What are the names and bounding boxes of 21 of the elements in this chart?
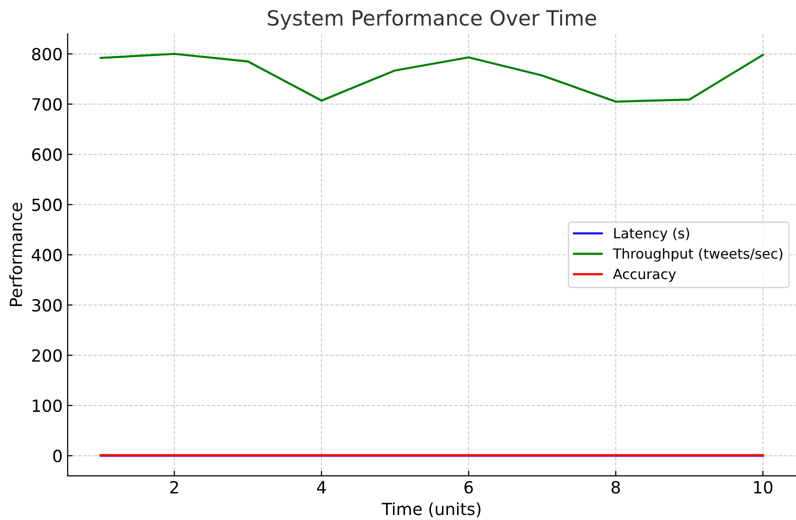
chart-title: System Performance Over Time bbox=[268, 10, 596, 30]
y-tick-label: 700 bbox=[32, 98, 62, 111]
y-tick-label: 200 bbox=[32, 349, 62, 362]
legend-label: Throughput (tweets/sec) bbox=[612, 248, 782, 262]
y-tick-label: 300 bbox=[32, 298, 62, 312]
x-axis-title: Time (units) bbox=[382, 502, 480, 518]
y-tick-label: 600 bbox=[32, 148, 62, 161]
y-tick-label: 500 bbox=[32, 198, 62, 212]
legend-label: Accuracy bbox=[613, 268, 676, 282]
x-tick-label: 2 bbox=[170, 480, 178, 494]
y-tick-label: 0 bbox=[53, 450, 62, 462]
x-tick-label: 4 bbox=[316, 481, 326, 494]
x-tick-label: 10 bbox=[754, 480, 772, 494]
y-tick-label: 100 bbox=[32, 399, 62, 412]
x-tick-label: 6 bbox=[464, 480, 473, 494]
x-tick-label: 8 bbox=[612, 480, 620, 494]
line-series bbox=[100, 52, 764, 103]
legend-label: Latency (s) bbox=[614, 228, 690, 242]
y-tick-label: 400 bbox=[32, 248, 62, 262]
y-axis-title: Performance bbox=[9, 202, 22, 306]
y-tick-label: 800 bbox=[32, 48, 62, 60]
